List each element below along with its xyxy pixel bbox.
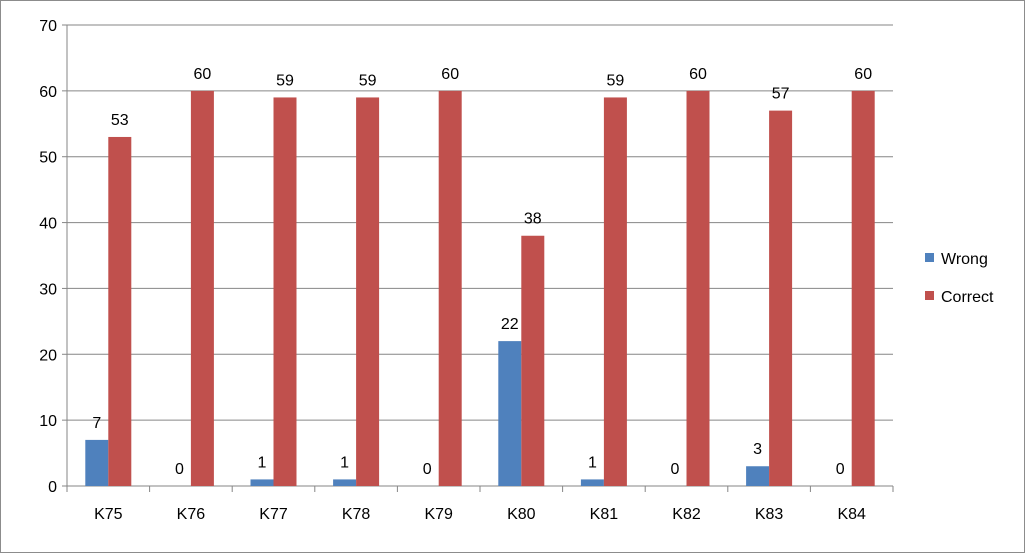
data-label-correct-k84: 60 [854,66,872,83]
data-label-wrong-k77: 1 [258,454,267,471]
legend-label-correct: Correct [941,289,994,306]
data-label-wrong-k80: 22 [501,316,519,333]
data-label-correct-k80: 38 [524,211,542,228]
data-label-correct-k83: 57 [772,86,790,103]
y-tick-label: 10 [39,413,57,430]
x-tick-label-k84: K84 [837,506,866,523]
data-label-wrong-k84: 0 [836,461,845,478]
bar-wrong-k83 [746,466,770,486]
y-tick-label: 60 [39,84,57,101]
data-label-correct-k81: 59 [607,72,625,89]
x-tick-label-k81: K81 [590,506,619,523]
y-tick-label: 0 [48,479,57,496]
x-tick-label-k75: K75 [94,506,123,523]
bar-correct-k81 [603,97,627,486]
data-label-correct-k78: 59 [359,72,377,89]
data-label-wrong-k76: 0 [175,461,184,478]
data-label-correct-k82: 60 [689,66,707,83]
bar-wrong-k81 [580,479,604,486]
bar-wrong-k75 [85,439,109,486]
bar-correct-k79 [438,90,462,486]
bar-correct-k76 [190,90,214,486]
legend-label-wrong: Wrong [941,251,988,268]
x-tick-label-k82: K82 [672,506,701,523]
data-label-wrong-k83: 3 [753,441,762,458]
data-label-correct-k77: 59 [276,72,294,89]
y-tick-label: 20 [39,347,57,364]
y-tick-label: 30 [39,281,57,298]
legend-swatch-correct [925,291,934,300]
data-label-correct-k76: 60 [194,66,212,83]
x-tick-label-k76: K76 [177,506,206,523]
data-label-wrong-k78: 1 [340,454,349,471]
bar-wrong-k78 [333,479,357,486]
x-tick-label-k79: K79 [424,506,453,523]
x-tick-label-k77: K77 [259,506,288,523]
x-tick-label-k83: K83 [755,506,784,523]
y-tick-label: 70 [39,18,57,35]
data-label-wrong-k81: 1 [588,454,597,471]
data-label-correct-k79: 60 [441,66,459,83]
bar-correct-k80 [521,235,545,486]
data-label-correct-k75: 53 [111,112,129,129]
y-tick-label: 40 [39,216,57,233]
data-label-wrong-k75: 7 [92,415,101,432]
bar-correct-k84 [851,90,875,486]
bar-correct-k78 [356,97,380,486]
data-label-wrong-k79: 0 [423,461,432,478]
legend: Wrong Correct [925,251,994,306]
bar-correct-k77 [273,97,297,486]
bar-correct-k83 [769,110,793,486]
bar-wrong-k80 [498,341,522,486]
bars [85,90,875,486]
legend-swatch-wrong [925,253,934,262]
y-tick-label: 50 [39,150,57,167]
data-labels: 7 0 1 1 0 22 1 0 3 0 53 60 59 59 60 38 59 60 57 60 [92,66,872,478]
bar-wrong-k77 [250,479,274,486]
x-tick-label-k80: K80 [507,506,536,523]
x-tick-label-k78: K78 [342,506,371,523]
data-label-wrong-k82: 0 [671,461,680,478]
bar-correct-k82 [686,90,710,486]
bar-correct-k75 [108,136,132,486]
